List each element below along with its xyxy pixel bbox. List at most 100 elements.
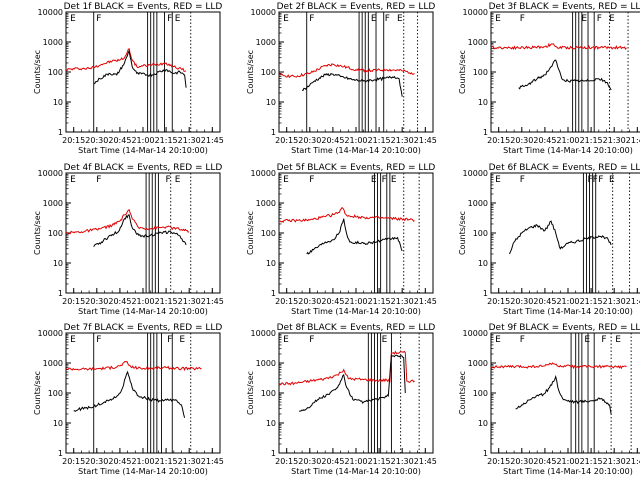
x-tick-label: 20:30 xyxy=(85,136,108,145)
marker-letter: E xyxy=(382,335,388,345)
marker-letter: F xyxy=(597,14,602,24)
y-tick-label: 1000 xyxy=(256,38,276,47)
x-tick-label: 21:45 xyxy=(201,297,224,306)
x-tick-label: 21:30 xyxy=(603,297,626,306)
x-tick-label: 20:30 xyxy=(298,457,321,466)
x-tick-label: 21:45 xyxy=(626,297,640,306)
x-tick-label: 21:45 xyxy=(626,136,640,145)
panel-5: 1 10 100 1000 10000 20:15 20:30 20:45 21:00 21:15… xyxy=(246,163,437,316)
y-tick-label: 10 xyxy=(266,419,276,428)
marker-letter: E xyxy=(391,175,397,185)
x-tick-label: 20:30 xyxy=(85,457,108,466)
x-axis-label: Start Time (14-Mar-14 20:10:00) xyxy=(78,467,208,476)
marker-letter: E xyxy=(609,175,615,185)
y-tick-label: 1 xyxy=(483,449,488,458)
plot-frame xyxy=(490,11,640,133)
x-tick-label: 21:45 xyxy=(201,136,224,145)
y-tick-label: 10 xyxy=(53,419,63,428)
x-tick-label: 21:15 xyxy=(580,136,603,145)
y-axis-label: Counts/sec xyxy=(33,211,42,255)
y-tick-label: 100 xyxy=(48,389,63,398)
series-lld-line xyxy=(490,362,627,370)
y-tick-label: 100 xyxy=(261,389,276,398)
y-tick-label: 10 xyxy=(478,259,488,268)
marker-letter: F xyxy=(598,175,603,185)
y-axis-label: Counts/sec xyxy=(458,211,467,255)
marker-letter: E xyxy=(397,14,403,24)
series-events-line xyxy=(515,374,612,415)
x-tick-label: 20:15 xyxy=(275,136,298,145)
marker-letter: E xyxy=(495,14,501,24)
marker-letter: F xyxy=(96,335,101,345)
x-tick-label: 21:45 xyxy=(414,457,437,466)
marker-letter: F xyxy=(166,175,171,185)
y-tick-label: 1000 xyxy=(256,359,276,368)
x-tick-label: 21:15 xyxy=(368,457,391,466)
marker-letter: F xyxy=(96,14,101,24)
y-tick-label: 1 xyxy=(58,289,63,298)
x-axis-label: Start Time (14-Mar-14 20:10:00) xyxy=(503,467,633,476)
marker-letter: E xyxy=(175,175,181,185)
marker-letter: F xyxy=(309,175,314,185)
x-tick-label: 20:15 xyxy=(62,136,85,145)
y-tick-label: 10000 xyxy=(463,8,488,17)
plot-frame xyxy=(278,11,434,133)
marker-letter: F xyxy=(520,335,525,345)
y-axis-label: Counts/sec xyxy=(246,211,255,255)
y-tick-label: 10000 xyxy=(463,169,488,178)
panel-title: Det 5f BLACK = Events, RED = LLD xyxy=(277,163,436,173)
x-axis-label: Start Time (14-Mar-14 20:10:00) xyxy=(78,146,208,155)
series-events-line xyxy=(306,218,403,255)
y-tick-label: 10 xyxy=(266,259,276,268)
marker-letter: E xyxy=(581,14,587,24)
marker-letter: E xyxy=(175,14,181,24)
panel-title: Det 7f BLACK = Events, RED = LLD xyxy=(64,323,223,333)
x-tick-label: 21:15 xyxy=(368,297,391,306)
x-tick-label: 20:45 xyxy=(533,297,556,306)
x-tick-label: 20:30 xyxy=(510,136,533,145)
panel-title: Det 9f BLACK = Events, RED = LLD xyxy=(489,323,640,333)
panel-title: Det 2f BLACK = Events, RED = LLD xyxy=(277,2,436,12)
x-tick-label: 20:30 xyxy=(510,457,533,466)
y-tick-label: 1 xyxy=(483,289,488,298)
y-axis-label: Counts/sec xyxy=(246,371,255,415)
series-events-line xyxy=(301,72,403,97)
x-tick-label: 21:45 xyxy=(414,297,437,306)
plot-frame xyxy=(65,172,221,294)
y-axis-label: Counts/sec xyxy=(246,50,255,94)
x-tick-label: 21:00 xyxy=(131,457,154,466)
marker-letter: E xyxy=(283,335,289,345)
y-tick-label: 10000 xyxy=(251,169,276,178)
y-tick-label: 1 xyxy=(271,449,276,458)
x-tick-label: 21:30 xyxy=(178,457,201,466)
y-tick-label: 100 xyxy=(473,229,488,238)
marker-letter: E xyxy=(371,14,377,24)
x-tick-label: 21:30 xyxy=(603,136,626,145)
marker-letter: F xyxy=(96,175,101,185)
marker-letter: F xyxy=(520,14,525,24)
series-lld-line xyxy=(278,206,415,224)
panel-title: Det 4f BLACK = Events, RED = LLD xyxy=(64,163,223,173)
x-tick-label: 20:30 xyxy=(298,136,321,145)
x-tick-label: 21:45 xyxy=(201,457,224,466)
x-tick-label: 21:30 xyxy=(391,457,414,466)
x-tick-label: 21:45 xyxy=(414,136,437,145)
series-events-line xyxy=(509,220,612,255)
series-lld-line xyxy=(278,63,415,79)
marker-letter: FF xyxy=(587,175,597,185)
y-tick-label: 1 xyxy=(271,289,276,298)
panel-title: Det 3f BLACK = Events, RED = LLD xyxy=(489,2,640,12)
x-tick-label: 20:30 xyxy=(85,297,108,306)
x-tick-label: 20:15 xyxy=(275,457,298,466)
series-lld-line xyxy=(278,350,415,386)
y-tick-label: 100 xyxy=(473,68,488,77)
marker-letter: F xyxy=(167,335,172,345)
y-tick-label: 1000 xyxy=(468,359,488,368)
series-events-line xyxy=(93,214,187,247)
x-tick-label: 20:15 xyxy=(487,297,510,306)
x-tick-label: 21:00 xyxy=(131,297,154,306)
marker-letter: F xyxy=(601,335,606,345)
x-tick-label: 21:30 xyxy=(178,136,201,145)
y-axis-label: Counts/sec xyxy=(33,371,42,415)
